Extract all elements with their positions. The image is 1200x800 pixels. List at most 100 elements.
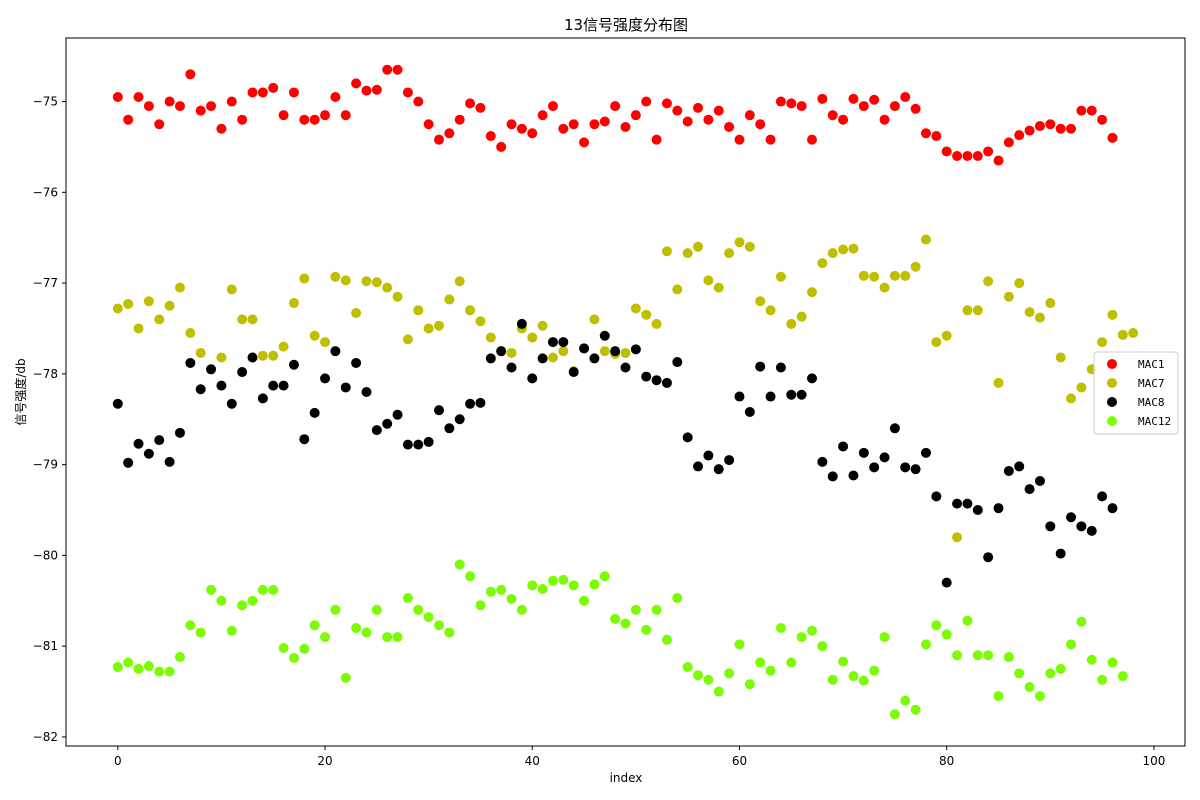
data-point [1024, 682, 1035, 692]
data-point [693, 461, 704, 472]
data-point [133, 438, 144, 449]
data-point [941, 146, 952, 157]
data-point [734, 639, 745, 650]
y-tick-label: −76 [33, 185, 58, 199]
data-point [154, 314, 165, 325]
data-point [807, 373, 817, 384]
data-point [972, 505, 983, 515]
data-point [195, 384, 206, 395]
data-point [920, 128, 931, 139]
x-axis: 0 20 40 60 80 100 [114, 746, 1165, 768]
data-point [900, 92, 911, 102]
data-point [1034, 691, 1045, 702]
data-point [1024, 307, 1035, 318]
data-point [630, 303, 641, 314]
data-point [340, 382, 351, 393]
legend-label: MAC1 [1138, 358, 1165, 371]
data-point [1066, 123, 1077, 134]
series-mac1 [112, 64, 1118, 166]
data-point [527, 580, 538, 591]
data-point [651, 375, 662, 386]
data-point [475, 397, 486, 408]
data-point [817, 641, 828, 652]
data-point [869, 271, 880, 282]
data-point [174, 282, 185, 293]
data-point [993, 155, 1004, 166]
data-point [506, 119, 517, 130]
x-axis-label: index [610, 771, 643, 785]
data-point [744, 241, 755, 252]
data-point [413, 96, 424, 107]
data-point [454, 114, 465, 125]
x-tick-label: 40 [525, 754, 540, 768]
data-point [599, 346, 610, 357]
data-point [351, 78, 362, 89]
data-point [1045, 668, 1056, 679]
data-point [454, 559, 465, 570]
data-point [993, 503, 1004, 514]
data-point [641, 624, 652, 635]
data-point [765, 134, 776, 145]
y-axis-label: 信号强度/db [13, 358, 28, 425]
data-point [185, 620, 196, 631]
data-point [382, 64, 393, 75]
data-point [527, 332, 538, 343]
data-point [858, 675, 869, 686]
data-point [931, 337, 942, 348]
data-point [755, 657, 766, 668]
data-point [320, 110, 331, 121]
data-point [537, 353, 548, 364]
data-point [475, 316, 486, 327]
data-point [786, 657, 797, 668]
data-point [133, 663, 144, 674]
data-point [195, 105, 206, 116]
data-point [133, 92, 144, 102]
data-point [589, 314, 600, 325]
data-point [309, 407, 320, 418]
data-point [485, 131, 496, 142]
data-point [299, 273, 310, 284]
data-point [755, 296, 766, 307]
data-point [423, 612, 434, 623]
data-point [775, 96, 786, 107]
data-point [320, 373, 331, 384]
data-point [972, 151, 983, 161]
data-point [703, 674, 714, 685]
y-tick-label: −77 [33, 276, 58, 290]
data-point [879, 114, 890, 125]
y-tick-label: −81 [33, 639, 58, 653]
data-point [807, 134, 817, 145]
data-point [247, 595, 258, 606]
data-point [807, 625, 817, 636]
data-point [496, 584, 507, 595]
data-point [112, 303, 123, 314]
data-point [475, 102, 486, 113]
data-point [879, 452, 890, 463]
data-point [1045, 298, 1056, 309]
data-point [889, 101, 900, 112]
data-point [226, 284, 237, 295]
legend: MAC1 MAC7 MAC8 MAC12 [1093, 351, 1179, 435]
data-point [143, 296, 154, 307]
data-point [465, 305, 476, 316]
data-point [1097, 114, 1108, 125]
data-point [1024, 125, 1035, 136]
data-point [1107, 132, 1118, 143]
data-point [1066, 512, 1077, 523]
data-point [444, 423, 455, 434]
data-point [962, 305, 973, 316]
data-point [817, 456, 828, 467]
data-point [972, 650, 983, 661]
data-point [1045, 521, 1056, 532]
data-point [330, 604, 341, 615]
data-point [309, 620, 320, 631]
data-point [247, 87, 258, 98]
data-point [952, 532, 963, 543]
data-point [558, 337, 569, 348]
data-point [382, 282, 393, 293]
data-point [558, 123, 569, 134]
data-point [1014, 668, 1025, 679]
data-point [1014, 461, 1025, 472]
data-point [1055, 123, 1066, 134]
